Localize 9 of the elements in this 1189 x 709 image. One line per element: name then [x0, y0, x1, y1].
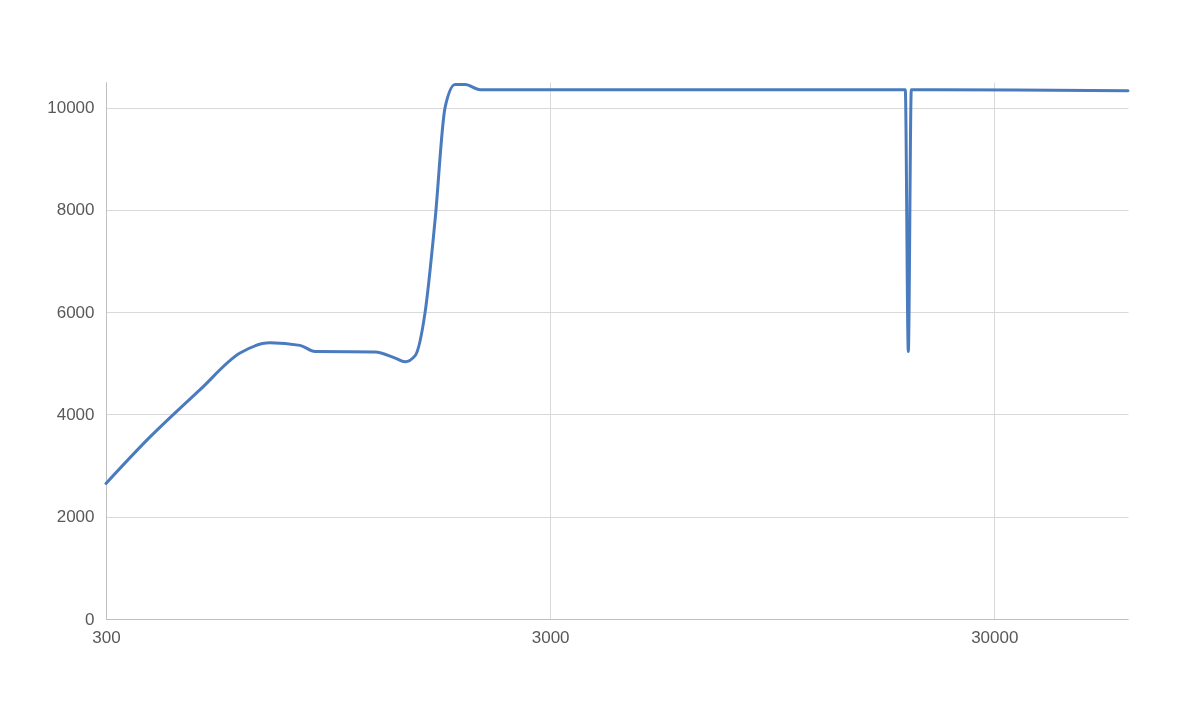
- y-tick-label: 2000: [56, 507, 95, 527]
- x-tick-label: 30000: [971, 627, 1019, 647]
- y-tick-label: 8000: [56, 200, 95, 220]
- y-tick-label: 0: [85, 609, 95, 629]
- y-tick-label: 6000: [56, 302, 95, 322]
- x-tick-label: 300: [92, 627, 121, 647]
- y-tick-label: 10000: [47, 98, 95, 118]
- x-tick-label: 3000: [531, 627, 570, 647]
- y-tick-label: 4000: [56, 404, 95, 424]
